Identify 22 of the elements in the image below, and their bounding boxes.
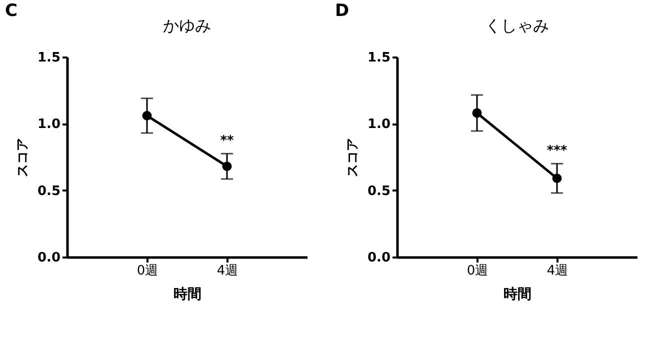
y-tick-label: 0.5 xyxy=(37,184,60,199)
chart-title: くしゃみ xyxy=(485,16,549,35)
text: D xyxy=(335,1,350,21)
y-tick-label: 0.5 xyxy=(367,184,390,199)
y-tick-label: 1.0 xyxy=(37,117,60,132)
y-tick-label: 0.0 xyxy=(37,250,60,266)
y-tick-label: 1.5 xyxy=(37,50,60,66)
x-tick-label: 4週 xyxy=(546,264,568,278)
x-axis-title: 時間 xyxy=(504,286,532,302)
x-axis-title: 時間 xyxy=(174,286,202,302)
x-tick-label: 4週 xyxy=(216,264,238,278)
y-tick-label: 0.0 xyxy=(367,250,390,266)
annotation: ** xyxy=(220,134,234,149)
chart-title: かゆみ xyxy=(163,16,211,35)
y-tick-label: 1.0 xyxy=(367,117,390,132)
text: C xyxy=(5,1,18,21)
x-tick-label: 0週 xyxy=(466,264,488,278)
annotation: *** xyxy=(546,144,568,159)
y-axis-title: スコア xyxy=(345,138,360,177)
y-axis-title: スコア xyxy=(15,138,30,177)
y-tick-label: 1.5 xyxy=(367,50,390,66)
x-tick-label: 0週 xyxy=(136,264,158,278)
